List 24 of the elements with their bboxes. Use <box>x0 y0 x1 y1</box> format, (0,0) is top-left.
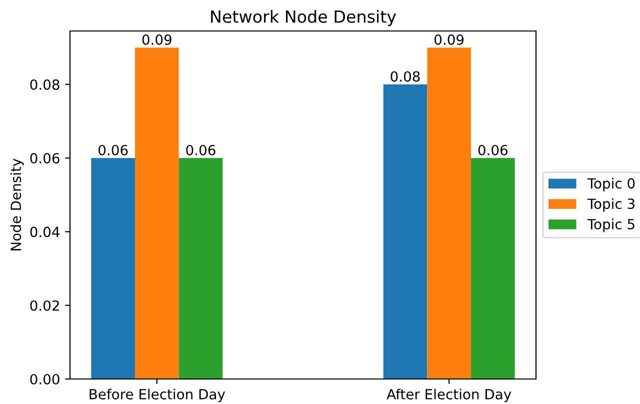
y-tick-label: 0.08 <box>30 79 60 90</box>
x-tick-label: Before Election Day <box>90 388 226 402</box>
legend-label: Topic 5 <box>587 218 634 232</box>
legend-label: Topic 3 <box>587 198 634 212</box>
y-tick-label: 0.02 <box>30 300 59 311</box>
bar <box>91 158 136 379</box>
y-tick-label: 0.04 <box>30 226 60 238</box>
chart-title: Network Node Density <box>211 10 396 26</box>
data-label: 0.08 <box>390 71 420 82</box>
data-label: 0.09 <box>434 34 464 45</box>
y-tick-label: 0.06 <box>30 153 60 164</box>
data-label: 0.06 <box>186 144 216 156</box>
legend-label: Topic 0 <box>587 178 635 192</box>
bar <box>427 48 471 379</box>
bar <box>178 158 223 379</box>
data-label: 0.06 <box>98 144 128 156</box>
bar <box>383 84 428 379</box>
x-tick-label: After Election Day <box>386 388 512 402</box>
y-axis-title: Node Density <box>10 158 24 250</box>
bar <box>470 158 515 379</box>
data-label: 0.09 <box>142 34 172 45</box>
bar <box>135 48 179 379</box>
data-label: 0.06 <box>478 144 508 156</box>
y-tick-label: 0.00 <box>30 374 60 384</box>
